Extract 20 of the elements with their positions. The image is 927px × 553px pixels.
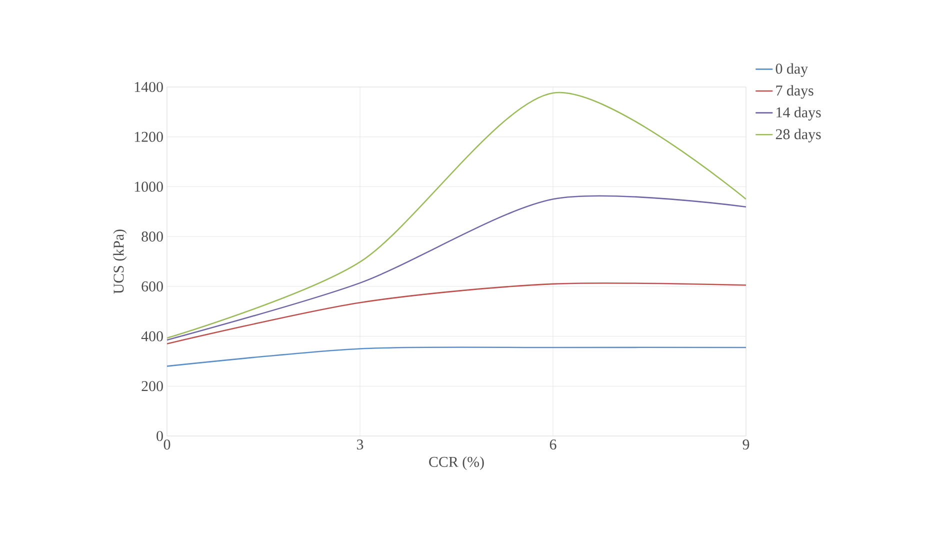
legend-label: 7 days	[776, 85, 814, 99]
y-axis-title: UCS (kPa)	[113, 230, 127, 294]
y-tick-label: 800	[142, 232, 163, 242]
y-tick-label: 1200	[134, 132, 163, 142]
x-axis-title: CCR (%)	[429, 456, 484, 470]
y-tick-label: 1400	[134, 82, 163, 92]
x-tick-label: 3	[356, 440, 364, 450]
line-series	[167, 282, 746, 344]
y-tick-label: 600	[142, 281, 163, 292]
x-tick-label: 0	[164, 440, 170, 450]
y-tick-label: 200	[142, 381, 163, 392]
x-tick-label: 9	[742, 440, 750, 450]
y-tick-label: 1000	[134, 182, 163, 192]
x-tick-label: 6	[550, 440, 556, 450]
legend-label: 14 days	[776, 106, 821, 120]
line-series	[167, 92, 746, 339]
legend-label: 0 day	[776, 63, 808, 77]
y-tick-label: 400	[141, 331, 163, 342]
y-tick-label: 0	[156, 430, 163, 442]
legend-label: 28 days	[776, 128, 821, 142]
